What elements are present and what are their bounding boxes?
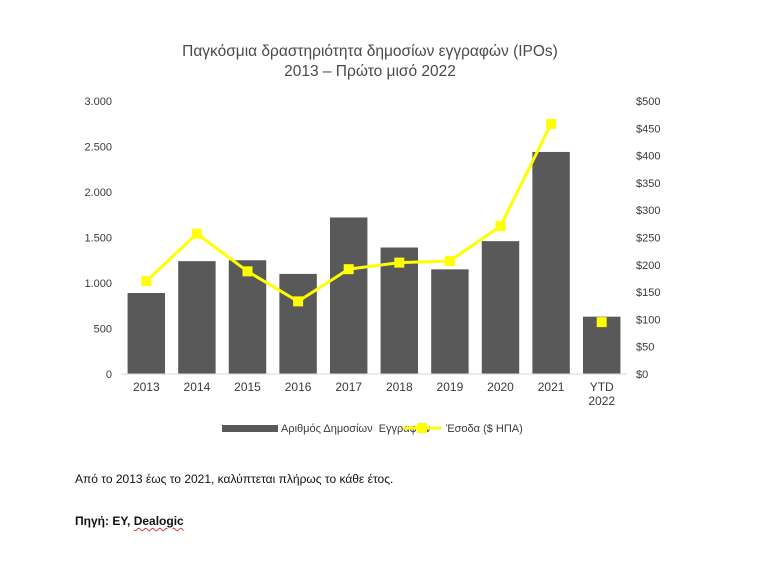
left-axis-tick-label: 1.000 [84, 278, 112, 290]
bar-2017 [329, 217, 368, 374]
revenue-marker-2017 [343, 264, 354, 275]
bar-2015 [228, 260, 267, 374]
right-axis-tick-label: $300 [636, 205, 660, 217]
x-axis-tick-label: 2013 [133, 380, 160, 394]
right-axis-tick-label: $450 [636, 123, 660, 135]
x-axis-tick-label: 2017 [335, 380, 362, 394]
right-axis-tick-label: $500 [636, 96, 660, 108]
x-axis-tick-label: 2015 [234, 380, 261, 394]
revenue-marker-2013 [141, 276, 152, 287]
legend-bar-label: Αριθμός Δημοσίων Εγγραφών [281, 423, 431, 435]
revenue-marker-2021 [546, 118, 557, 129]
left-axis-tick-label: 3.000 [84, 96, 112, 108]
bar-2018 [380, 247, 419, 374]
revenue-marker-2019 [444, 255, 455, 266]
ipo-chart: Παγκόσμια δραστηριότητα δημοσίων εγγραφώ… [84, 43, 660, 435]
legend-line-marker [417, 423, 427, 433]
bar-2014 [178, 261, 216, 374]
chart-subtitle: 2013 – Πρώτο μισό 2022 [284, 63, 456, 80]
line-series [141, 118, 607, 328]
x-axis-ticks: 2013 2014 2015 2016 2017 2018 2019 2020 2021 YTD2… [133, 380, 615, 408]
right-axis-ticks: $0 $50 $100 $150 $200 $250 $300 $350 $400 $450 $50… [636, 96, 660, 381]
right-axis-tick-label: $400 [636, 151, 660, 163]
revenue-marker-2014 [191, 228, 202, 239]
footnote: Από το 2013 έως το 2021, καλύπτεται πλήρ… [75, 472, 394, 486]
revenue-marker-2020 [495, 221, 506, 232]
x-axis-tick-label: 2021 [538, 380, 565, 394]
right-axis-tick-label: $0 [636, 369, 648, 381]
bar-2020 [481, 241, 520, 374]
right-axis-tick-label: $200 [636, 260, 660, 272]
right-axis-tick-label: $350 [636, 178, 660, 190]
left-axis-tick-label: 500 [94, 324, 112, 336]
bar-series [127, 151, 621, 374]
x-axis-tick-label: 2019 [437, 380, 464, 394]
x-axis-tick-label: 2016 [285, 380, 312, 394]
revenue-marker-ytd-2022 [596, 317, 607, 328]
left-axis-tick-label: 2.500 [84, 142, 112, 154]
x-axis-tick-label: 2018 [386, 380, 413, 394]
source-prefix: Πηγή: ΕΥ, [75, 514, 134, 528]
revenue-marker-2015 [242, 266, 253, 277]
right-axis-tick-label: $250 [636, 233, 660, 245]
left-axis-ticks: 0 500 1.000 1.500 2.000 2.500 3.000 [84, 96, 112, 381]
source-line: Πηγή: ΕΥ, Dealogic [75, 514, 184, 528]
bar-2016 [279, 273, 317, 374]
legend-bar-swatch [222, 425, 278, 432]
x-axis-tick-label: YTD [590, 380, 614, 394]
right-axis-tick-label: $50 [636, 342, 654, 354]
chart-title: Παγκόσμια δραστηριότητα δημοσίων εγγραφώ… [182, 43, 558, 60]
x-axis-tick-label: 2014 [184, 380, 211, 394]
bar-2021 [532, 151, 570, 374]
left-axis-tick-label: 0 [106, 369, 112, 381]
left-axis-tick-label: 1.500 [84, 233, 112, 245]
bar-2013 [127, 293, 166, 374]
source-name: Dealogic [133, 514, 184, 528]
legend-line-label: Έσοδα ($ ΗΠΑ) [445, 423, 523, 435]
right-axis-tick-label: $150 [636, 287, 660, 299]
revenue-marker-2016 [293, 296, 304, 307]
right-axis-tick-label: $100 [636, 314, 660, 326]
x-axis-tick-label: 2022 [588, 394, 615, 408]
left-axis-tick-label: 2.000 [84, 187, 112, 199]
x-axis-tick-label: 2020 [487, 380, 514, 394]
bar-2019 [431, 269, 469, 374]
legend: Αριθμός Δημοσίων Εγγραφών Έσοδα ($ ΗΠΑ) [222, 423, 523, 435]
revenue-marker-2018 [394, 257, 405, 268]
